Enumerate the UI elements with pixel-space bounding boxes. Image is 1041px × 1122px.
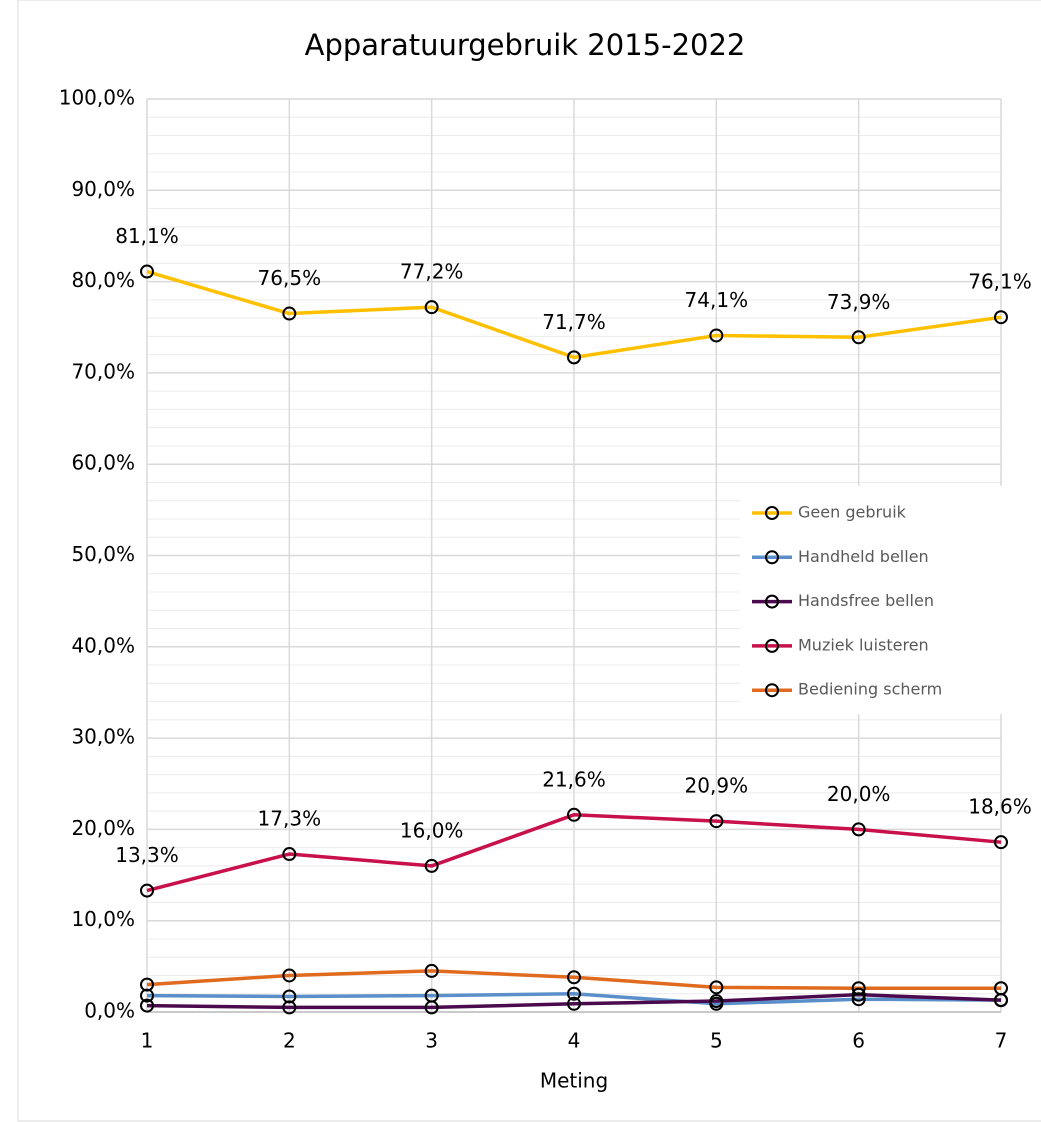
series-line <box>146 991 1002 1006</box>
y-tick-label: 90,0% <box>71 177 135 201</box>
point-marker <box>282 306 297 321</box>
point-marker <box>140 883 154 898</box>
legend-label: Handheld bellen <box>798 547 929 566</box>
y-tick-label: 0,0% <box>84 999 135 1023</box>
x-tick-label: 2 <box>283 1029 296 1053</box>
x-axis-label: Meting <box>540 1069 608 1093</box>
x-tick-label: 6 <box>852 1029 865 1053</box>
point-marker <box>424 858 439 873</box>
x-tick-label: 1 <box>141 1029 154 1053</box>
data-label: 21,6% <box>542 767 606 791</box>
legend-marker <box>765 506 779 520</box>
legend-label: Handsfree bellen <box>798 591 934 610</box>
legend-marker <box>765 594 779 609</box>
point-marker <box>851 330 866 345</box>
y-tick-label: 20,0% <box>71 816 135 840</box>
y-tick-label: 80,0% <box>71 268 135 292</box>
data-label: 17,3% <box>258 807 322 831</box>
data-label: 73,9% <box>827 290 891 314</box>
point-marker <box>567 807 581 822</box>
data-label: 71,7% <box>542 310 606 334</box>
legend: Geen gebruik Handheld bellen Handsfree bel… <box>740 486 1002 714</box>
point-marker <box>994 310 1008 325</box>
data-label: 76,1% <box>968 270 1032 294</box>
data-label: 16,0% <box>400 818 464 842</box>
data-label: 13,3% <box>115 843 179 867</box>
data-label: 76,5% <box>258 266 322 290</box>
data-label: 20,9% <box>685 774 749 798</box>
point-marker <box>282 1000 297 1015</box>
point-marker <box>140 977 154 992</box>
x-tick-label: 3 <box>425 1029 438 1053</box>
legend-label: Geen gebruik <box>798 503 907 522</box>
point-marker <box>709 328 724 343</box>
point-marker <box>709 814 724 829</box>
point-marker <box>567 970 581 985</box>
y-tick-label: 60,0% <box>71 451 135 475</box>
data-label: 18,6% <box>968 795 1032 819</box>
point-marker <box>282 989 297 1004</box>
point-marker <box>424 1000 439 1015</box>
chart-title: Apparatuurgebruik 2015-2022 <box>305 28 746 62</box>
point-marker <box>424 300 439 315</box>
legend-marker <box>765 550 779 565</box>
point-marker <box>851 987 866 1002</box>
data-label: 81,1% <box>115 224 179 248</box>
legend-marker <box>765 683 779 698</box>
x-tick-label: 7 <box>995 1029 1008 1053</box>
point-marker <box>140 988 154 1003</box>
point-marker <box>140 998 154 1013</box>
point-marker <box>994 835 1008 850</box>
point-marker <box>567 986 581 1001</box>
point-marker <box>851 981 866 996</box>
data-label: 74,1% <box>685 288 749 312</box>
point-marker <box>709 994 724 1009</box>
legend-marker <box>765 638 779 653</box>
point-marker <box>851 992 866 1007</box>
series-line <box>146 813 1002 893</box>
point-marker <box>994 981 1008 996</box>
point-marker <box>282 968 297 983</box>
point-marker <box>709 980 724 995</box>
series-line <box>146 269 1002 360</box>
legend-label: Bediening scherm <box>798 680 942 699</box>
legend-label: Muziek luisteren <box>798 635 929 654</box>
point-marker <box>282 847 297 862</box>
point-marker <box>567 350 581 365</box>
data-label: 77,2% <box>400 260 464 284</box>
x-tick-label: 5 <box>710 1029 723 1053</box>
y-tick-label: 50,0% <box>71 542 135 566</box>
data-label: 20,0% <box>827 782 891 806</box>
point-marker <box>851 822 866 837</box>
x-tick-label: 4 <box>568 1029 581 1053</box>
y-tick-label: 70,0% <box>71 359 135 383</box>
y-tick-label: 40,0% <box>71 633 135 657</box>
y-tick-label: 100,0% <box>59 86 135 110</box>
y-tick-label: 10,0% <box>71 907 135 931</box>
point-marker <box>424 963 439 978</box>
y-tick-label: 30,0% <box>71 725 135 749</box>
point-marker <box>140 264 154 279</box>
point-marker <box>567 996 581 1011</box>
